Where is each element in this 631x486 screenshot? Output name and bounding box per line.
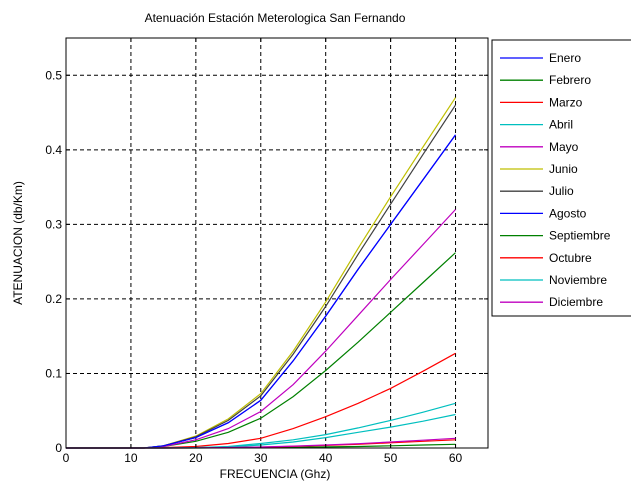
legend-label-11: Noviembre [549,273,607,287]
legend-label-8: Agosto [549,206,587,220]
chart-title: Atenuación Estación Meterologica San Fer… [145,11,406,25]
x-tick-label-4: 40 [319,451,333,465]
x-tick-label-3: 30 [254,451,268,465]
y-tick-label-3: 0.3 [45,217,62,231]
legend-label-9: Septiembre [549,229,611,243]
grid [66,38,488,448]
y-tick-label-5: 0.5 [45,68,62,82]
legend-label-2: Febrero [549,73,591,87]
legend-label-4: Abril [549,118,573,132]
y-axis-label: ATENUACION (db/Km) [11,181,25,305]
legend-label-7: Julio [549,184,574,198]
x-tick-label-2: 20 [189,451,203,465]
y-tick-label-1: 0.1 [45,366,62,380]
legend-label-3: Marzo [549,95,583,109]
legend-label-5: Mayo [549,140,579,154]
x-tick-label-5: 50 [384,451,398,465]
x-tick-label-6: 60 [449,451,463,465]
x-tick-label-1: 10 [124,451,138,465]
legend-label-1: Enero [549,51,581,65]
y-tick-label-2: 0.2 [45,292,62,306]
x-tick-label-0: 0 [63,451,70,465]
legend: Enero Febrero Marzo Abril Mayo Junio Julio Agos… [491,39,631,317]
y-axis-ticks: 0 0.1 0.2 0.3 0.4 0.5 [45,68,488,455]
legend-box [491,39,631,317]
x-axis-label: FRECUENCIA (Ghz) [220,467,331,481]
x-axis-ticks: 0 10 20 30 40 50 60 [63,38,463,465]
y-tick-label-4: 0.4 [45,143,62,157]
y-tick-label-0: 0 [55,441,62,455]
legend-label-6: Junio [549,162,578,176]
plot-frame [65,37,489,449]
legend-label-12: Diciembre [549,295,603,309]
legend-label-10: Octubre [549,251,592,265]
